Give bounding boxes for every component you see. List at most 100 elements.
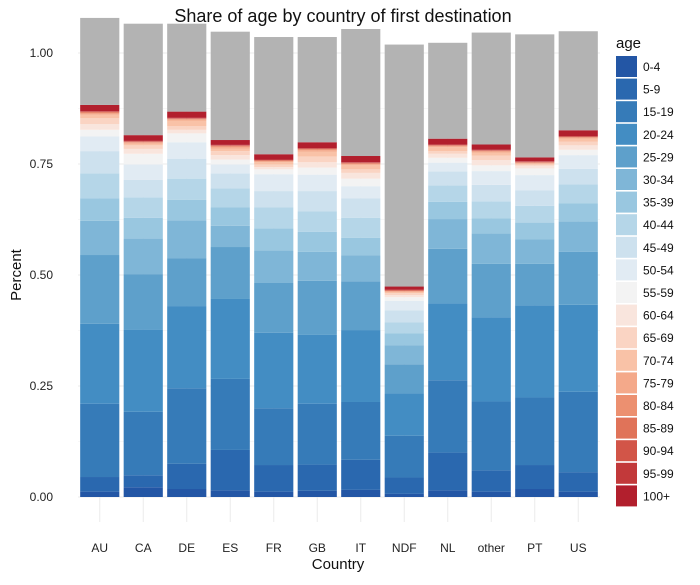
legend-key	[616, 214, 637, 235]
x-tick-label: DE	[178, 541, 195, 555]
legend-label: 20-24	[643, 128, 674, 142]
bar-segment-US-40-44	[559, 184, 598, 203]
bar-segment-CA-100+	[124, 135, 163, 141]
bar-segment-other-20-24	[472, 317, 511, 401]
bar-segment-DE-30-34	[167, 220, 206, 258]
legend-label: 35-39	[643, 196, 674, 210]
bar-segment-ES-5-9	[211, 450, 250, 490]
bar-segment-US-0-4	[559, 492, 598, 497]
bar-segment-NDF-30-34	[385, 345, 424, 364]
bar-segment-PT-35-39	[515, 223, 554, 240]
bar-segment-other-65-69	[472, 156, 511, 160]
legend-key	[616, 169, 637, 190]
bar-segment-NDF-35-39	[385, 333, 424, 345]
bar-segment-GB-15-19	[298, 404, 337, 465]
legend-key	[616, 440, 637, 461]
bar-segment-NDF-0-4	[385, 494, 424, 497]
x-tick-label: other	[478, 541, 505, 555]
bar-segment-NL-50-54	[428, 163, 467, 172]
bar-segment-IT-other	[341, 29, 380, 156]
bar-segment-NL-40-44	[428, 185, 467, 201]
bar-segment-GB-65-69	[298, 156, 337, 162]
legend-key	[616, 259, 637, 280]
bar-segment-NL-70-74	[428, 147, 467, 151]
bar-segment-US-25-29	[559, 252, 598, 305]
bar-segment-IT-20-24	[341, 330, 380, 402]
bar-segment-FR-70-74	[254, 162, 293, 164]
bar-segment-CA-20-24	[124, 330, 163, 412]
bar-segment-CA-50-54	[124, 164, 163, 180]
bar-segment-NDF-5-9	[385, 477, 424, 493]
bar-segment-IT-50-54	[341, 186, 380, 198]
bar-segment-GB-80-84	[298, 149, 337, 150]
bar-segment-AU-50-54	[80, 136, 119, 151]
legend-key	[616, 327, 637, 348]
bar-segment-IT-45-49	[341, 198, 380, 218]
legend-key	[616, 485, 637, 506]
x-tick-label: AU	[91, 541, 108, 555]
bar-segment-DE-0-4	[167, 489, 206, 497]
bar-segment-ES-100+	[211, 140, 250, 145]
y-tick-label: 0.25	[30, 379, 54, 393]
bar-segment-GB-50-54	[298, 175, 337, 191]
bar-segment-AU-30-34	[80, 221, 119, 255]
bar-segment-GB-30-34	[298, 252, 337, 281]
bar-segment-IT-25-29	[341, 281, 380, 330]
bar-segment-other-25-29	[472, 264, 511, 317]
bar-segment-NDF-65-69	[385, 293, 424, 295]
legend-label: 5-9	[643, 83, 661, 97]
bar-segment-ES-50-54	[211, 164, 250, 173]
bar-segment-other-45-49	[472, 185, 511, 201]
legend-key	[616, 395, 637, 416]
bar-segment-NDF-40-44	[385, 323, 424, 334]
legend-label: 25-29	[643, 150, 674, 164]
bar-segment-FR-45-49	[254, 191, 293, 207]
bar-segment-CA-0-4	[124, 487, 163, 497]
bar-segment-US-5-9	[559, 472, 598, 492]
bar-segment-DE-25-29	[167, 258, 206, 306]
y-tick-label: 0.00	[30, 490, 54, 504]
bar-segment-ES-35-39	[211, 208, 250, 226]
legend-label: 30-34	[643, 173, 674, 187]
x-tick-label: CA	[135, 541, 152, 555]
legend-label: 15-19	[643, 105, 674, 119]
bar-segment-other-40-44	[472, 201, 511, 218]
bar-segment-FR-60-64	[254, 167, 293, 169]
bar-segment-ES-60-64	[211, 155, 250, 159]
bar-segment-PT-5-9	[515, 465, 554, 489]
x-tick-label: FR	[266, 541, 282, 555]
bar-segment-NDF-15-19	[385, 436, 424, 478]
legend: age 0-45-915-1920-2425-2930-3435-3940-44…	[616, 35, 674, 506]
x-tick-label: NDF	[392, 541, 417, 555]
bar-segment-IT-75-79	[341, 164, 380, 165]
legend-label: 100+	[643, 489, 670, 503]
x-tick-label: ES	[222, 541, 238, 555]
bar-segment-ES-20-24	[211, 299, 250, 379]
bar-segment-NDF-55-59	[385, 297, 424, 301]
bar-segment-DE-20-24	[167, 306, 206, 388]
bar-segment-PT-70-74	[515, 164, 554, 165]
bar-segment-NL-other	[428, 43, 467, 139]
legend-label: 85-89	[643, 422, 674, 436]
bar-segment-CA-75-79	[124, 143, 163, 144]
bar-segment-IT-65-69	[341, 169, 380, 173]
bar-segment-GB-100+	[298, 142, 337, 148]
legend-label: 50-54	[643, 263, 674, 277]
bar-segment-other-60-64	[472, 160, 511, 165]
bar-segment-GB-25-29	[298, 281, 337, 335]
bar-segment-FR-other	[254, 37, 293, 154]
bar-segment-DE-60-64	[167, 130, 206, 134]
bar-segment-CA-55-59	[124, 154, 163, 165]
bar-segment-AU-15-19	[80, 404, 119, 477]
legend-key	[616, 101, 637, 122]
bar-segment-DE-other	[167, 24, 206, 112]
bar-segment-CA-5-9	[124, 475, 163, 487]
bar-segment-other-0-4	[472, 492, 511, 497]
bar-segment-NL-100+	[428, 139, 467, 145]
bar-segment-US-45-49	[559, 169, 598, 185]
x-tick-label: NL	[440, 541, 456, 555]
bar-segment-FR-50-54	[254, 174, 293, 191]
bar-segment-other-55-59	[472, 165, 511, 171]
bar-segment-AU-80-84	[80, 113, 119, 114]
